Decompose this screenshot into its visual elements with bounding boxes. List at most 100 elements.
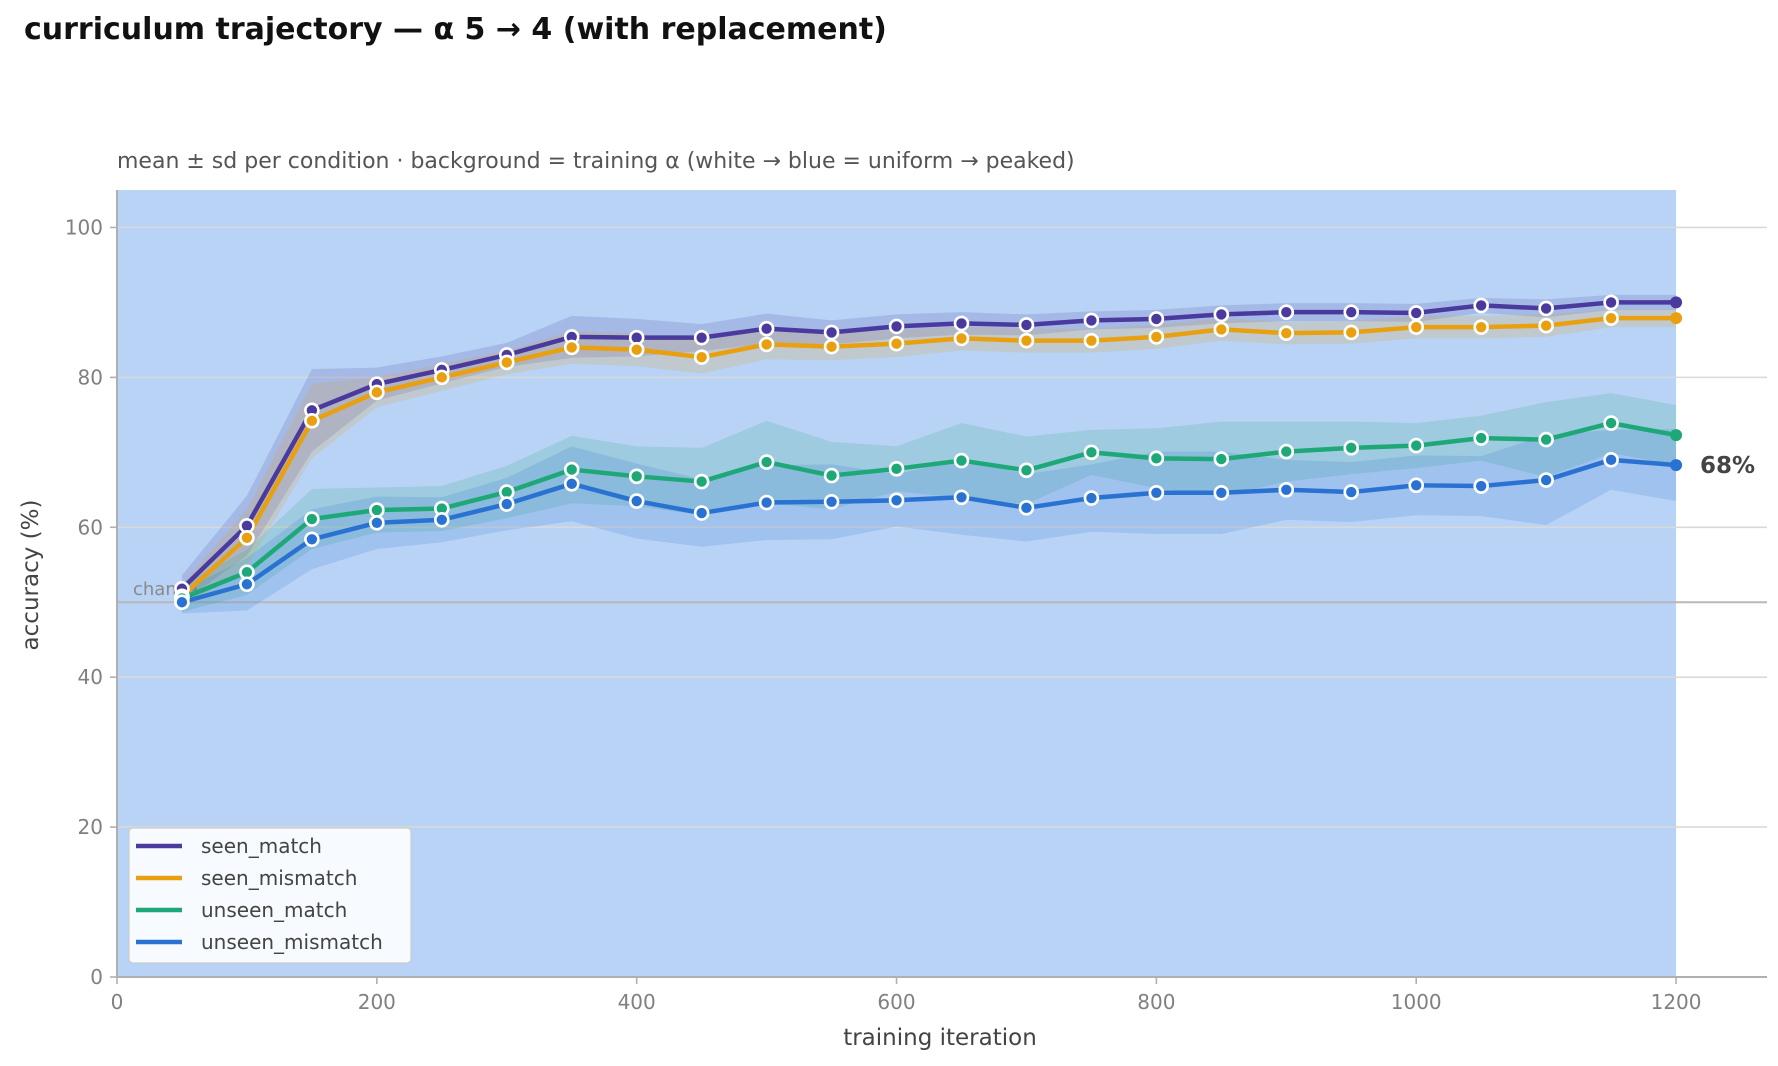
- data-point-unseen_match: [693, 473, 710, 490]
- series-line-unseen_match: [179, 420, 1679, 601]
- data-point-seen_mismatch: [369, 384, 385, 401]
- data-point-seen_match: [758, 320, 775, 337]
- data-point-unseen_mismatch: [1213, 485, 1230, 501]
- data-point-seen_mismatch: [304, 413, 320, 429]
- data-point-seen_mismatch: [1473, 319, 1489, 335]
- data-point-seen_mismatch: [1213, 321, 1230, 338]
- legend-label-seen_match: seen_match: [201, 834, 322, 858]
- data-point-unseen_mismatch: [1018, 499, 1035, 516]
- data-point-seen_match: [1670, 296, 1683, 309]
- data-point-unseen_mismatch: [369, 514, 385, 531]
- y-axis-label: accuracy (%): [18, 500, 44, 651]
- data-point-unseen_mismatch: [1473, 478, 1489, 494]
- y-tick-label: 0: [90, 965, 103, 989]
- series-lines-layer: [179, 300, 1679, 605]
- chart-title: curriculum trajectory — α 5 → 4 (with re…: [24, 12, 887, 47]
- data-point-unseen_match: [823, 467, 840, 484]
- data-point-seen_mismatch: [628, 341, 645, 358]
- data-point-seen_mismatch: [563, 339, 580, 356]
- x-tick-label: 200: [358, 990, 396, 1014]
- data-point-seen_match: [1603, 294, 1619, 311]
- data-point-unseen_match: [1473, 430, 1489, 446]
- data-point-unseen_match: [1670, 429, 1683, 442]
- data-point-seen_mismatch: [1670, 312, 1683, 325]
- x-tick-label: 400: [618, 990, 656, 1014]
- y-tick-label: 60: [78, 515, 103, 539]
- series-line-unseen_mismatch: [179, 457, 1679, 605]
- legend: seen_match seen_mismatch unseen_matchunsee…: [128, 827, 412, 964]
- legend-label-seen_mismatch: seen_mismatch: [201, 866, 357, 890]
- data-point-unseen_mismatch: [628, 493, 645, 509]
- data-point-unseen_mismatch: [1408, 477, 1425, 494]
- chart-subtitle: mean ± sd per condition · background = t…: [117, 149, 1075, 174]
- data-point-unseen_mismatch: [758, 494, 775, 511]
- data-point-unseen_match: [1083, 444, 1100, 461]
- series-points-layer: [174, 294, 1683, 611]
- data-point-seen_mismatch: [758, 336, 775, 353]
- data-point-seen_mismatch: [239, 529, 255, 546]
- data-point-unseen_mismatch: [888, 492, 905, 509]
- end-value-label: 68%: [1700, 453, 1755, 479]
- data-point-unseen_mismatch: [304, 531, 320, 548]
- y-tick-label: 20: [78, 815, 103, 839]
- data-point-unseen_match: [1213, 451, 1230, 467]
- data-point-seen_mismatch: [1538, 317, 1554, 334]
- data-point-seen_match: [953, 315, 970, 332]
- data-point-unseen_match: [1538, 431, 1554, 448]
- data-point-seen_mismatch: [1018, 332, 1035, 349]
- y-tick-label: 100: [65, 215, 103, 239]
- data-point-seen_match: [823, 324, 840, 341]
- data-point-unseen_mismatch: [1083, 490, 1100, 506]
- data-point-seen_match: [1408, 305, 1425, 321]
- data-point-unseen_mismatch: [563, 476, 580, 492]
- data-point-unseen_match: [758, 454, 775, 470]
- data-point-unseen_match: [953, 452, 970, 469]
- data-point-unseen_mismatch: [1278, 482, 1295, 498]
- data-point-unseen_mismatch: [953, 489, 970, 506]
- data-point-unseen_match: [1603, 415, 1619, 431]
- axes-layer: 0 200 400 600 800 1000 1200 0 20 40 60 80 100: [65, 190, 1767, 1014]
- data-point-unseen_mismatch: [174, 594, 190, 611]
- data-point-seen_mismatch: [1343, 324, 1360, 341]
- data-point-seen_match: [693, 329, 710, 346]
- data-point-seen_match: [1148, 311, 1165, 327]
- data-point-unseen_mismatch: [1538, 472, 1554, 488]
- data-point-unseen_mismatch: [1603, 452, 1619, 468]
- legend-label-unseen_match: unseen_match: [201, 898, 347, 922]
- series-line-seen_match: [179, 300, 1679, 591]
- data-point-unseen_match: [1408, 437, 1425, 454]
- x-tick-label: 600: [877, 990, 915, 1014]
- data-point-seen_match: [1083, 312, 1100, 329]
- data-point-unseen_mismatch: [1670, 459, 1683, 472]
- data-point-seen_match: [888, 318, 905, 335]
- data-point-seen_mismatch: [1083, 332, 1100, 349]
- data-point-seen_match: [1343, 304, 1360, 320]
- data-point-seen_mismatch: [693, 349, 710, 365]
- data-point-seen_mismatch: [1278, 325, 1295, 341]
- data-point-seen_match: [1213, 306, 1230, 323]
- legend-label-unseen_mismatch: unseen_mismatch: [201, 930, 383, 954]
- data-point-unseen_match: [1278, 443, 1295, 460]
- sd-band-unseen_match: [181, 393, 1677, 612]
- data-point-seen_mismatch: [1148, 329, 1165, 345]
- data-point-unseen_match: [888, 461, 905, 477]
- data-point-seen_mismatch: [1408, 319, 1425, 335]
- data-point-seen_mismatch: [953, 330, 970, 347]
- data-point-unseen_mismatch: [693, 505, 710, 521]
- x-axis-label: training iteration: [843, 1025, 1037, 1051]
- grid-layer: [117, 226, 1767, 828]
- x-tick-label: 1000: [1391, 990, 1442, 1014]
- data-point-seen_mismatch: [434, 369, 450, 386]
- data-point-seen_match: [1538, 300, 1554, 317]
- data-point-unseen_mismatch: [239, 576, 255, 593]
- x-tick-label: 0: [111, 990, 124, 1014]
- data-point-unseen_match: [1148, 450, 1165, 467]
- series-line-seen_mismatch: [179, 315, 1679, 599]
- legend-box: [128, 827, 412, 964]
- data-point-unseen_match: [304, 511, 320, 527]
- data-point-unseen_match: [1343, 440, 1360, 456]
- data-point-seen_match: [1473, 297, 1489, 314]
- x-tick-label: 1200: [1651, 990, 1702, 1014]
- data-point-unseen_mismatch: [434, 511, 450, 528]
